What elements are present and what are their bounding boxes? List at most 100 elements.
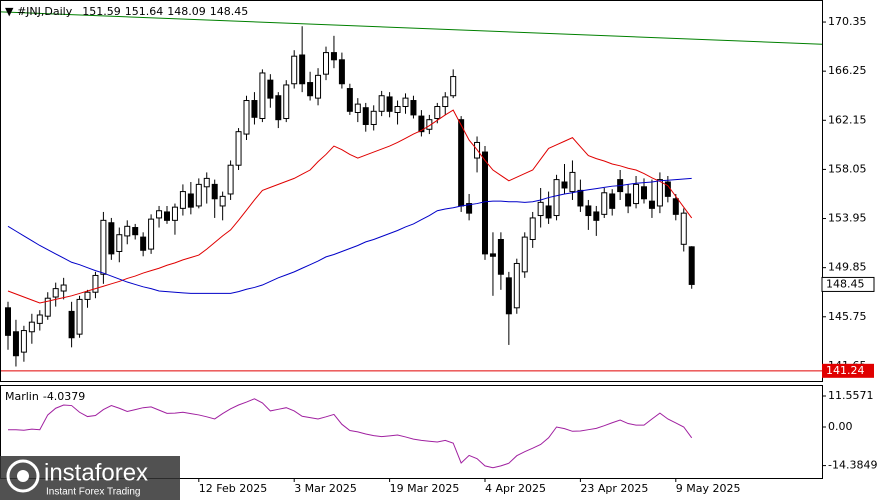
- candle-body: [187, 193, 194, 208]
- x-tick-label: 9 May 2025: [676, 482, 741, 495]
- watermark-tagline: Instant Forex Trading: [46, 487, 141, 498]
- open-value: 151.59: [82, 5, 121, 18]
- y-tick-label: 170.35: [828, 15, 867, 28]
- candle-body: [148, 218, 155, 250]
- candle-body: [362, 107, 369, 125]
- candle-body: [450, 76, 457, 97]
- candle-body: [625, 193, 632, 207]
- candle-body: [76, 298, 83, 335]
- candle-body: [171, 206, 178, 221]
- candle-body: [513, 262, 520, 309]
- candle-body: [84, 291, 91, 300]
- candle-body: [394, 106, 401, 114]
- indicator-name: Marlin: [5, 390, 39, 403]
- candle-body: [585, 205, 592, 217]
- candle-body: [108, 222, 115, 255]
- candle-body: [179, 191, 186, 209]
- symbol: #JNJ,Daily: [17, 5, 73, 18]
- candle-body: [164, 211, 170, 221]
- y-tick-label: 158.05: [828, 162, 867, 175]
- candle-body: [338, 59, 345, 85]
- candle-body: [545, 205, 552, 219]
- trendline: [0, 11, 823, 45]
- candle-body: [211, 183, 218, 200]
- y-tick-label: 166.25: [828, 64, 867, 77]
- candle-body: [116, 234, 123, 252]
- candle-body: [688, 246, 695, 285]
- candle-body: [442, 96, 449, 108]
- level-label: 141.24: [826, 364, 865, 377]
- candle-body: [672, 198, 679, 215]
- candle-body: [641, 186, 647, 200]
- candle-body: [60, 284, 67, 292]
- candle-body: [378, 95, 385, 112]
- candle-body: [267, 79, 274, 99]
- candle-body: [203, 177, 210, 188]
- candle-body: [36, 314, 43, 324]
- candle-body: [227, 164, 234, 195]
- candle-body: [307, 82, 314, 97]
- high-value: 151.64: [125, 5, 164, 18]
- y-tick-label: 145.75: [828, 310, 867, 323]
- candle-body: [132, 227, 139, 236]
- candle-body: [251, 100, 258, 118]
- watermark-icon: [6, 459, 40, 493]
- candle-body: [243, 100, 250, 135]
- x-tick-label: 3 Mar 2025: [294, 482, 357, 495]
- header-marker: ▼: [5, 5, 17, 18]
- x-tick-label: 4 Apr 2025: [485, 482, 546, 495]
- candle-body: [52, 288, 59, 298]
- candle-body: [402, 97, 409, 108]
- candle-body: [140, 236, 147, 251]
- x-tick-label: 23 Apr 2025: [580, 482, 648, 495]
- watermark-name: instaforex: [44, 459, 148, 486]
- x-tick-label: 19 Mar 2025: [390, 482, 460, 495]
- candle-body: [593, 211, 600, 221]
- candle-body: [505, 277, 512, 315]
- candle-body: [521, 236, 528, 273]
- candle-body: [68, 310, 75, 339]
- candle-body: [44, 297, 51, 317]
- candle-body: [275, 95, 282, 121]
- candle-body: [656, 179, 663, 207]
- candle-body: [323, 52, 329, 75]
- candle-body: [370, 110, 377, 125]
- candle-body: [156, 210, 163, 219]
- candle-body: [5, 307, 11, 336]
- candle-body: [195, 183, 202, 207]
- candle-body: [235, 131, 242, 166]
- candle-body: [124, 225, 131, 237]
- candle-body: [680, 212, 687, 245]
- candle-body: [482, 151, 488, 255]
- candle-body: [577, 189, 584, 207]
- x-tick-label: 12 Feb 2025: [199, 482, 267, 495]
- candle-body: [12, 331, 19, 357]
- candle-body: [497, 239, 504, 275]
- y-tick-label: 162.15: [828, 113, 867, 126]
- watermark: instaforex Instant Forex Trading: [0, 456, 180, 500]
- candle-body: [601, 192, 608, 215]
- candle-body: [315, 74, 322, 99]
- y-tick-label: 149.85: [828, 261, 867, 274]
- candle-body: [633, 183, 640, 205]
- indicator-tick-label: 0.00: [828, 420, 853, 433]
- y-tick-label: 153.95: [828, 212, 867, 225]
- candle-body: [28, 321, 35, 333]
- candle-body: [434, 106, 441, 119]
- watermark-icon-core: [17, 470, 29, 482]
- price-tag-label: 148.45: [826, 277, 865, 290]
- candle-body: [648, 200, 655, 209]
- candle-body: [92, 274, 99, 293]
- low-value: 148.09: [167, 5, 206, 18]
- indicator-header: Marlin -4.0379: [5, 390, 85, 403]
- candle-body: [346, 88, 353, 112]
- close-value: 148.45: [210, 5, 249, 18]
- moving-average: [7, 177, 692, 294]
- candle-body: [418, 115, 425, 133]
- candle-body: [553, 179, 560, 217]
- candle-body: [466, 203, 473, 214]
- candle-body: [283, 84, 290, 119]
- candle-body: [291, 55, 298, 85]
- indicator-value: -4.0379: [43, 390, 85, 403]
